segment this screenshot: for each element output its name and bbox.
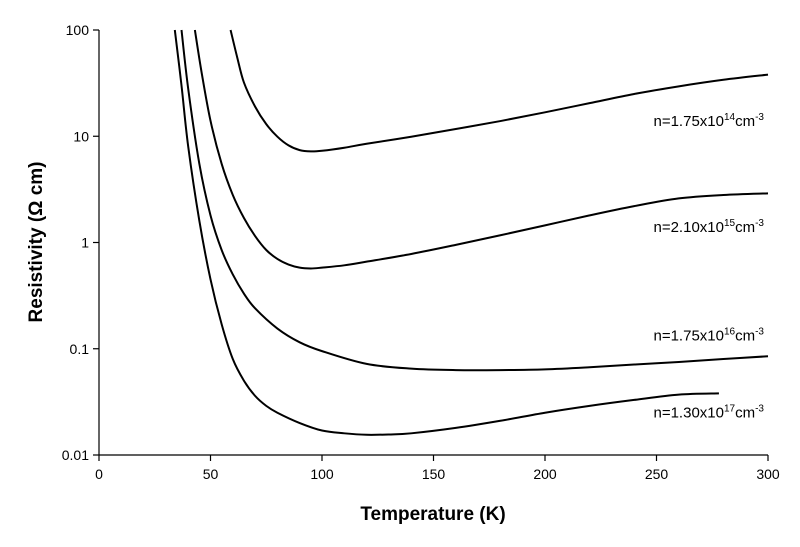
series-label: n=1.30x1017cm-3 [653, 404, 764, 422]
series-curves [173, 29, 769, 436]
series-line [193, 29, 769, 270]
x-axis-ticks: 0 50 100 150 200 250 300 [95, 455, 780, 482]
plot-area [98, 30, 768, 456]
series-line [180, 29, 769, 372]
y-axis-ticks: 0.01 0.1 1 10 100 [62, 22, 99, 463]
y-tick-label: 0.01 [62, 447, 89, 463]
series-label: n=1.75x1016cm-3 [653, 326, 764, 344]
x-tick-label: 200 [533, 466, 557, 482]
x-axis-title: Temperature (K) [360, 504, 505, 525]
series-label: n=2.10x1015cm-3 [653, 218, 764, 236]
series-label: n=1.75x1014cm-3 [653, 112, 764, 130]
series-line [173, 29, 719, 436]
x-tick-label: 250 [645, 466, 669, 482]
x-tick-label: 100 [310, 466, 334, 482]
y-axis-title: Resistivity (Ω cm) [26, 162, 47, 323]
x-tick-label: 0 [95, 466, 103, 482]
x-tick-label: 150 [422, 466, 446, 482]
x-tick-label: 300 [756, 466, 780, 482]
y-tick-label: 100 [66, 22, 90, 38]
y-tick-label: 1 [81, 235, 89, 251]
y-tick-label: 0.1 [70, 341, 90, 357]
series-labels: n=1.75x1014cm-3 n=2.10x1015cm-3 n=1.75x101… [653, 112, 764, 422]
y-tick-label: 10 [73, 128, 89, 144]
x-tick-label: 50 [203, 466, 219, 482]
series-line [229, 29, 769, 153]
